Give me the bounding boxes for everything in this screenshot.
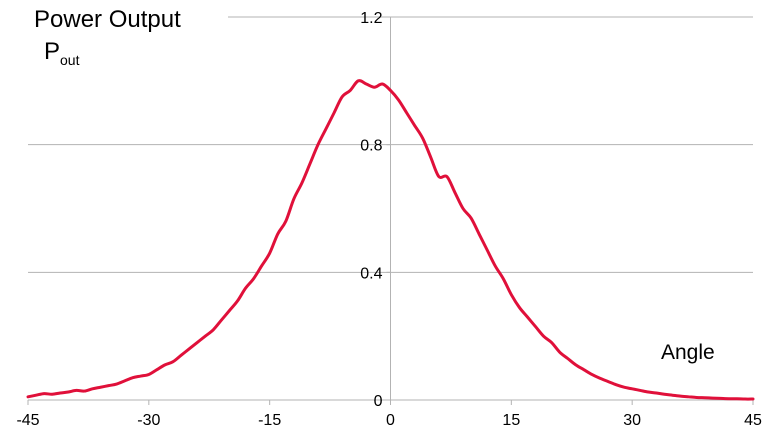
y-axis-label: Pout: [44, 38, 80, 68]
x-tick-label: -30: [137, 412, 160, 429]
series-lines: [26, 79, 755, 401]
x-tick-label: -45: [16, 412, 39, 429]
y-axis-label-subscript: out: [60, 52, 80, 68]
title-background: [24, 0, 228, 36]
y-axis-label-main: P: [44, 38, 60, 65]
y-tick-label: 1.2: [360, 10, 382, 27]
tick-labels: -45 -30 -15 0 15 30 45 0 0.4 0.8 1.2: [16, 10, 762, 429]
series-line-power-output: [26, 79, 755, 401]
x-tick-label: -15: [258, 412, 281, 429]
y-tick-label: 0.8: [360, 138, 382, 155]
chart-title: Power Output: [34, 6, 181, 33]
chart-labels: Power Output Pout Angle: [24, 0, 715, 364]
x-tick-label: 0: [386, 412, 395, 429]
x-tick-label: 30: [623, 412, 641, 429]
x-tick-label: 15: [502, 412, 520, 429]
x-axis-label: Angle: [661, 341, 715, 364]
axes: [27, 16, 754, 405]
y-tick-label: 0.4: [360, 265, 382, 282]
x-tick-label: 45: [744, 412, 762, 429]
y-tick-label: 0: [374, 393, 383, 410]
